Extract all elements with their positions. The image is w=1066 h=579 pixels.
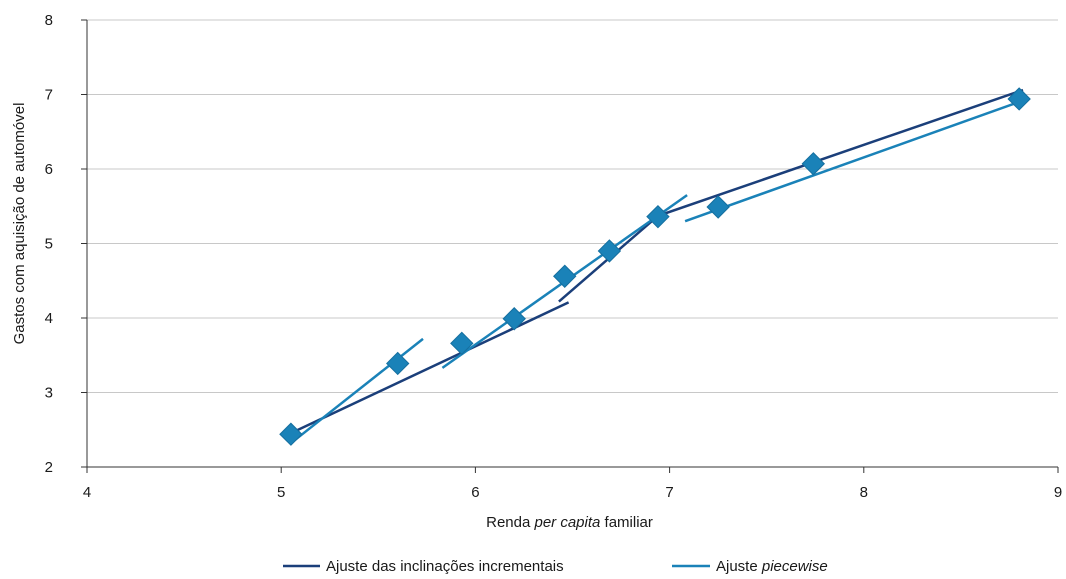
y-tick-label: 7 — [45, 87, 53, 104]
x-tick-label: 6 — [471, 484, 479, 501]
data-point — [386, 351, 410, 376]
y-tick-label: 8 — [45, 12, 53, 29]
x-tick-label: 7 — [665, 484, 673, 501]
data-point — [279, 422, 303, 446]
legend-label-part: Ajuste das inclinações incrementais — [326, 558, 564, 575]
data-point — [553, 264, 577, 288]
x-axis-title-part-italic: per capita — [533, 514, 600, 531]
legend-label-part: Ajuste — [716, 558, 762, 575]
legend: Ajuste das inclinações incrementais Ajus… — [283, 558, 828, 575]
data-point — [502, 307, 526, 331]
gridlines — [87, 19, 1058, 393]
data-point — [706, 195, 730, 219]
legend-label-piecewise: Ajuste piecewise — [716, 558, 828, 575]
y-tick-label: 4 — [45, 310, 53, 327]
x-axis-title-part: Renda — [486, 514, 534, 531]
data-point — [450, 331, 474, 356]
x-axis-title-part: familiar — [600, 514, 653, 531]
y-tick-labels: 2 3 4 5 6 7 8 — [45, 12, 87, 476]
x-tick-label: 9 — [1054, 484, 1062, 501]
data-point — [801, 152, 826, 176]
y-axis-title: Gastos com aquisição de automóvel — [11, 103, 28, 345]
x-tick-labels: 4 5 6 7 8 9 — [83, 467, 1062, 501]
legend-label-incremental: Ajuste das inclinações incrementais — [326, 558, 564, 575]
data-points — [279, 87, 1031, 446]
y-tick-label: 2 — [45, 459, 53, 476]
fit-lines — [286, 88, 1024, 445]
y-tick-label: 3 — [45, 385, 53, 402]
x-tick-label: 8 — [860, 484, 868, 501]
data-point — [1007, 87, 1031, 111]
y-tick-label: 5 — [45, 236, 53, 253]
piecewise-fit-segment — [684, 100, 1020, 223]
incremental-fit-segment — [286, 301, 570, 437]
x-axis-title: Renda per capita familiar — [486, 514, 653, 531]
y-tick-label: 6 — [45, 161, 53, 178]
x-tick-label: 5 — [277, 484, 285, 501]
legend-label-part-italic: piecewise — [761, 558, 828, 575]
data-point — [646, 204, 670, 229]
x-tick-label: 4 — [83, 484, 91, 501]
data-point — [597, 239, 622, 263]
piecewise-fit-segment — [290, 337, 424, 445]
incremental-fit-segment — [558, 88, 1024, 303]
